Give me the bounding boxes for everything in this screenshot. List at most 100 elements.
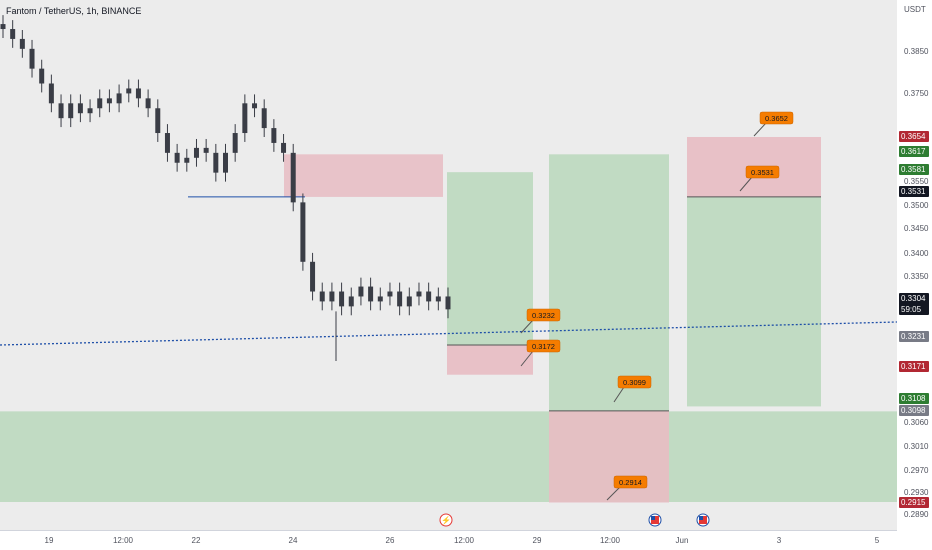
long-position-1-loss-zone[interactable] [447, 345, 533, 375]
x-tick-label: 5 [875, 536, 880, 545]
candle-body[interactable] [164, 133, 170, 153]
candle-body[interactable] [48, 83, 54, 104]
x-tick-label: 12:00 [454, 536, 475, 545]
candle-body[interactable] [271, 128, 277, 143]
candle-body[interactable] [435, 296, 441, 302]
candle-body[interactable] [10, 29, 16, 39]
candle-body[interactable] [242, 103, 248, 134]
price-badge-text: 0.3304 [901, 294, 926, 303]
trendline[interactable] [0, 321, 898, 346]
stop-zone[interactable] [284, 154, 443, 197]
price-badge-text: 0.3098 [901, 406, 926, 415]
candle-body[interactable] [213, 152, 219, 173]
price-badge-text: 0.3654 [901, 132, 926, 141]
candle-body[interactable] [310, 261, 316, 292]
candle-body[interactable] [281, 142, 287, 153]
candle-body[interactable] [416, 291, 422, 297]
price-badge-text: 0.3531 [901, 187, 926, 196]
x-tick-label: 19 [45, 536, 54, 545]
candle-body[interactable] [426, 291, 432, 302]
time-axis[interactable] [0, 530, 897, 550]
candle-body[interactable] [0, 24, 6, 30]
x-tick-label: 22 [192, 536, 201, 545]
candle-body[interactable] [358, 286, 364, 297]
price-axis[interactable] [897, 0, 932, 550]
long-position-2-profit-zone[interactable] [549, 154, 669, 411]
candle-body[interactable] [68, 103, 74, 119]
target-zone[interactable] [0, 411, 897, 502]
annotation-label[interactable] [759, 111, 794, 125]
candle-body[interactable] [377, 296, 383, 302]
candle-body[interactable] [368, 286, 374, 302]
candle-body[interactable] [145, 98, 151, 109]
candle-body[interactable] [290, 152, 296, 203]
short-position-profit-zone[interactable] [687, 196, 821, 407]
candle-body[interactable] [232, 133, 238, 153]
candle-body[interactable] [252, 103, 258, 109]
candle-body[interactable] [87, 108, 93, 114]
long-position-1-profit-zone[interactable] [447, 172, 533, 346]
y-tick-label: 0.3400 [904, 249, 929, 258]
price-badge-text: 0.3231 [901, 332, 926, 341]
candle-body[interactable] [203, 147, 209, 153]
candle-body[interactable] [58, 103, 64, 119]
y-tick-label: 0.3010 [904, 442, 929, 451]
price-badge [899, 186, 929, 197]
annotation-text: 0.3232 [532, 311, 555, 320]
y-tick-label: 0.3060 [904, 418, 929, 427]
price-badge [899, 497, 929, 508]
y-tick-label: 0.2970 [904, 466, 929, 475]
candle-body[interactable] [387, 291, 393, 297]
candle-body[interactable] [261, 108, 267, 129]
candle-body[interactable] [193, 147, 199, 158]
price-badge [899, 293, 929, 315]
y-tick-label: 0.2890 [904, 510, 929, 519]
candle-body[interactable] [397, 291, 403, 307]
annotation-label[interactable] [617, 375, 652, 389]
candle-body[interactable] [116, 93, 122, 104]
y-tick-label: 0.3500 [904, 201, 929, 210]
candle-body[interactable] [77, 103, 83, 114]
candle-body[interactable] [39, 68, 45, 84]
lightning-icon[interactable] [439, 513, 453, 527]
candle-body[interactable] [29, 48, 35, 69]
price-badge [899, 361, 929, 372]
annotation-pointer [520, 350, 534, 367]
price-badge-text: 0.2915 [901, 498, 926, 507]
candle-body[interactable] [445, 296, 451, 310]
candle-body[interactable] [300, 202, 306, 262]
candle-body[interactable] [97, 98, 103, 109]
y-tick-label: 0.2930 [904, 488, 929, 497]
candle-body[interactable] [339, 291, 345, 307]
annotation-pointer [613, 386, 625, 403]
x-tick-label: Jun [676, 536, 689, 545]
price-badge [899, 131, 929, 142]
candle-body[interactable] [319, 291, 325, 302]
candle-body[interactable] [329, 291, 335, 302]
price-badge-text: 0.3108 [901, 394, 926, 403]
price-badge [899, 146, 929, 157]
annotation-text: 0.3652 [765, 114, 788, 123]
annotation-text: 0.3099 [623, 378, 646, 387]
annotation-label[interactable] [745, 165, 780, 179]
candle-body[interactable] [19, 38, 25, 49]
candle-body[interactable] [106, 98, 112, 104]
candle-body[interactable] [174, 152, 180, 163]
candle-body[interactable] [155, 108, 161, 134]
candle-body[interactable] [348, 296, 354, 307]
annotation-label[interactable] [526, 339, 561, 353]
price-badge-text: 0.3617 [901, 147, 926, 156]
candle-body[interactable] [184, 157, 190, 163]
candle-body[interactable] [223, 152, 228, 173]
flag-canton [699, 516, 703, 520]
candle-body[interactable] [406, 296, 412, 307]
annotation-label[interactable] [526, 308, 561, 322]
annotation-text: 0.3172 [532, 342, 555, 351]
long-position-2-loss-zone[interactable] [549, 410, 669, 503]
candle-body[interactable] [126, 88, 132, 94]
candle-body[interactable] [135, 88, 141, 99]
price-badge-text: 0.3171 [901, 362, 926, 371]
annotation-label[interactable] [613, 475, 648, 489]
